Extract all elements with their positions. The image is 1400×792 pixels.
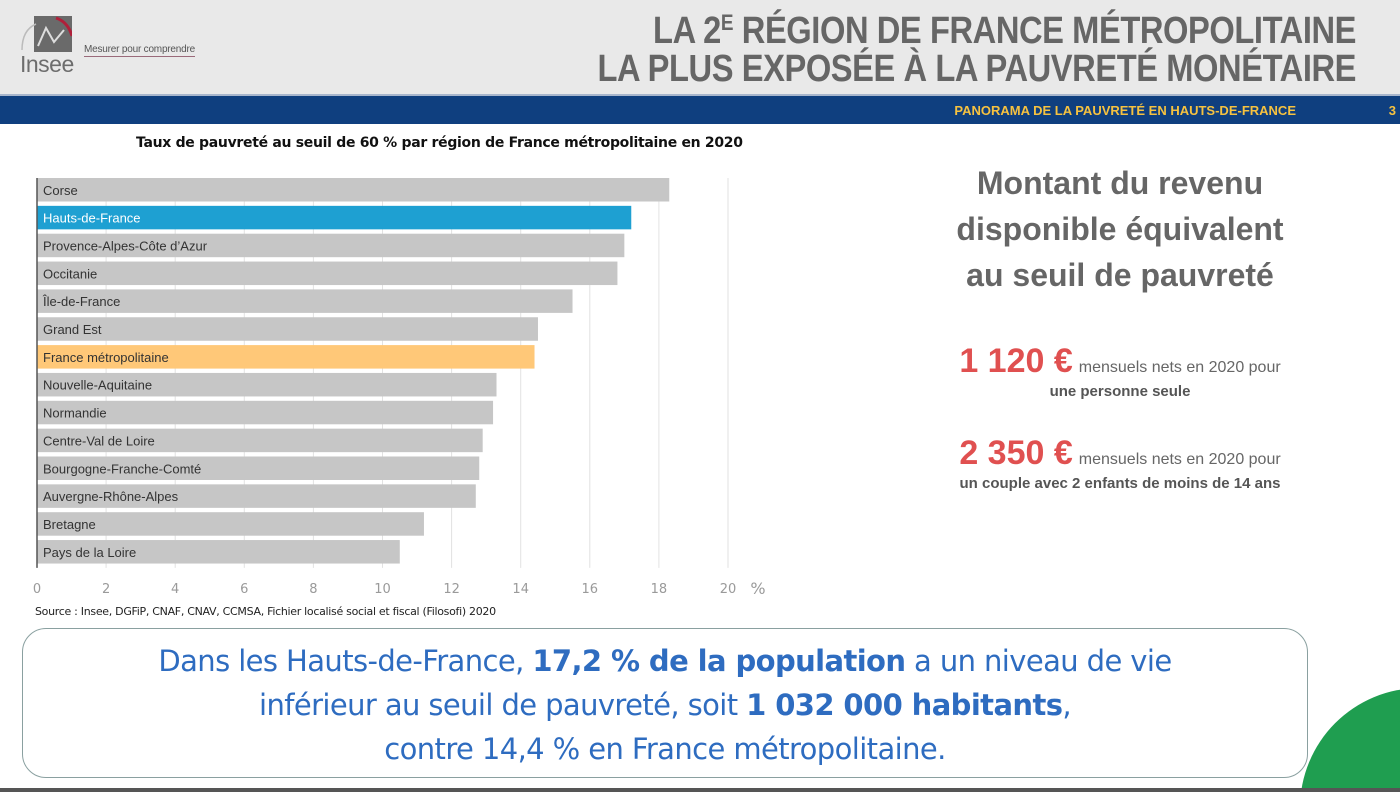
insee-logo: Insee xyxy=(18,16,78,77)
callout-line-3: contre 14,4 % en France métropolitaine. xyxy=(384,732,946,766)
bar-label: Nouvelle-Aquitaine xyxy=(43,378,152,393)
decorative-green-circle xyxy=(1300,688,1400,792)
logo-arc-icon xyxy=(21,23,37,51)
source-note: Source : Insee, DGFiP, CNAF, CNAV, CCMSA… xyxy=(35,605,496,618)
amount-couple: 2 350 € mensuels nets en 2020 pour un cou… xyxy=(900,434,1340,492)
callout-text: , xyxy=(1062,688,1072,722)
callout-line-2: inférieur au seuil de pauvreté, soit 1 0… xyxy=(23,683,1307,727)
bar-label: Corse xyxy=(43,183,78,198)
bar-label: Bourgogne-Franche-Comté xyxy=(43,461,201,476)
bar xyxy=(37,456,480,480)
x-tick-label: 6 xyxy=(240,582,248,595)
bar xyxy=(37,372,497,397)
amount-single: 1 120 € mensuels nets en 2020 pour une pe… xyxy=(900,342,1340,400)
bar xyxy=(37,317,538,341)
x-tick-label: 4 xyxy=(171,582,179,595)
bar xyxy=(37,400,494,425)
callout-text: inférieur au seuil de pauvreté, soit xyxy=(258,688,747,722)
bar xyxy=(37,428,483,453)
x-tick-label: 18 xyxy=(651,582,668,595)
bar xyxy=(37,512,424,536)
x-tick-label: 20 xyxy=(720,582,737,595)
bar-label: Bretagne xyxy=(43,517,96,532)
bar xyxy=(37,233,625,258)
amount-desc: mensuels nets en 2020 pour xyxy=(1078,359,1281,376)
title-line-2: LA PLUS EXPOSÉE À LA PAUVRETÉ MONÉTAIRE xyxy=(597,48,1356,90)
logo-square-icon xyxy=(34,16,74,52)
x-tick-label: 2 xyxy=(102,582,110,595)
chart-title: Taux de pauvreté au seuil de 60 % par ré… xyxy=(136,135,743,151)
bar-label: France métropolitaine xyxy=(43,350,169,365)
x-axis-label: % xyxy=(750,579,765,595)
bar xyxy=(37,289,573,313)
side-title-line-1: Montant du revenu xyxy=(976,165,1264,201)
page-title: LA 2E RÉGION DE FRANCE MÉTROPOLITAINE LA… xyxy=(597,4,1356,88)
amount-value: 1 120 € xyxy=(959,342,1073,380)
side-title-line-3: au seuil de pauvreté xyxy=(966,257,1274,293)
side-panel-title: Montant du revenu disponible équivalent … xyxy=(900,160,1340,298)
x-tick-label: 12 xyxy=(443,582,460,595)
title-prefix: LA 2 xyxy=(652,10,721,52)
bar-label: Auvergne-Rhône-Alpes xyxy=(43,489,179,504)
bar-label: Pays de la Loire xyxy=(43,545,136,560)
amount-desc: mensuels nets en 2020 pour xyxy=(1078,451,1281,468)
bar xyxy=(37,345,535,369)
bar xyxy=(37,484,476,508)
bar-label: Occitanie xyxy=(43,266,97,281)
title-line-1: LA 2E RÉGION DE FRANCE MÉTROPOLITAINE xyxy=(597,4,1356,50)
callout-text: a un niveau de vie xyxy=(905,644,1172,678)
bottom-divider xyxy=(0,788,1400,792)
tagline: Mesurer pour comprendre xyxy=(84,44,196,57)
x-tick-label: 14 xyxy=(512,582,529,595)
bar xyxy=(37,540,400,564)
amount-who: un couple avec 2 enfants de moins de 14 … xyxy=(959,475,1281,492)
callout-emphasis: 1 032 000 habitants xyxy=(746,688,1063,722)
amount-value: 2 350 € xyxy=(959,434,1073,472)
section-title: PANORAMA DE LA PAUVRETÉ EN HAUTS-DE-FRAN… xyxy=(954,103,1296,118)
x-tick-label: 8 xyxy=(309,582,317,595)
title-suffix: RÉGION DE FRANCE MÉTROPOLITAINE xyxy=(733,10,1357,52)
callout-line-1: Dans les Hauts-de-France, 17,2 % de la p… xyxy=(23,639,1307,683)
bar-chart: Corse Hauts-de-France Provence-Alpes-Côte … xyxy=(33,178,766,595)
bar xyxy=(37,178,670,202)
bar-label: Centre-Val de Loire xyxy=(43,433,155,448)
page-number: 3 xyxy=(1388,103,1396,118)
section-band: PANORAMA DE LA PAUVRETÉ EN HAUTS-DE-FRAN… xyxy=(0,94,1400,124)
callout-emphasis: 17,2 % de la population xyxy=(532,644,906,678)
bar xyxy=(37,261,618,286)
header: Insee Mesurer pour comprendre LA 2E RÉGI… xyxy=(0,0,1400,94)
bar-label: Hauts-de-France xyxy=(43,211,141,226)
bar-label: Île-de-France xyxy=(42,294,120,309)
key-finding-callout: Dans les Hauts-de-France, 17,2 % de la p… xyxy=(22,628,1308,778)
amount-who: une personne seule xyxy=(1049,383,1191,400)
x-tick-label: 0 xyxy=(33,582,41,595)
x-tick-label: 10 xyxy=(374,582,391,595)
side-title-line-2: disponible équivalent xyxy=(956,211,1284,247)
bar-label: Normandie xyxy=(43,406,107,421)
bar-label: Grand Est xyxy=(43,322,102,337)
bar xyxy=(37,205,632,230)
title-sup: E xyxy=(720,10,734,35)
bar-label: Provence-Alpes-Côte d’Azur xyxy=(43,238,208,253)
x-tick-label: 16 xyxy=(582,582,599,595)
callout-text: Dans les Hauts-de-France, xyxy=(158,644,533,678)
logo-text: Insee xyxy=(20,51,74,77)
